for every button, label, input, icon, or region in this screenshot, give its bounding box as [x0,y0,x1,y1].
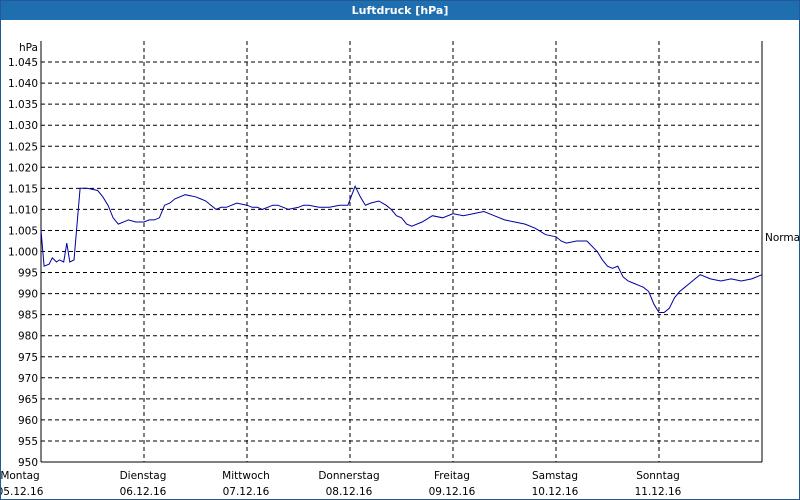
x-tick-date: 11.12.16 [635,486,682,498]
pressure-series-line [40,184,763,313]
y-tick-label: 975 [18,352,38,364]
grid-lines [41,41,762,462]
y-tick-label: 1.040 [8,78,38,90]
series-lines [40,184,763,313]
chart-title: Luftdruck [hPa] [1,1,799,20]
x-tick-day: Donnerstag [318,470,379,482]
y-tick-label: 995 [18,268,38,280]
reference-label-group: Normal [765,232,799,244]
x-tick-day: Samstag [532,470,578,482]
x-tick-day: Mittwoch [222,470,270,482]
reference-label: Normal [765,232,799,244]
y-tick-label: 950 [18,457,38,469]
y-tick-label: 965 [18,394,38,406]
y-tick-label: 1.030 [8,120,38,132]
axes [40,41,763,463]
y-tick-label: 960 [18,415,38,427]
y-tick-label: 985 [18,310,38,322]
y-tick-label: 1.015 [8,183,38,195]
y-tick-label: 1.035 [8,99,38,111]
y-tick-label: 1.005 [8,225,38,237]
y-tick-label: 970 [18,373,38,385]
y-tick-label: 1.045 [8,57,38,69]
x-tick-day: Montag [1,470,40,482]
y-axis-unit: hPa [19,42,38,54]
y-tick-label: 990 [18,289,38,301]
x-tick-date: 07.12.16 [223,486,270,498]
x-tick-date: 08.12.16 [326,486,373,498]
y-tick-label: 980 [18,331,38,343]
x-tick-day: Dienstag [120,470,167,482]
x-tick-day: Freitag [434,470,470,482]
x-tick-date: 05.12.16 [1,486,44,498]
y-tick-label: 955 [18,436,38,448]
y-tick-labels: 950 955 960 965 970 975 980 985 990 995 1.000 1.005… [8,42,38,469]
x-tick-day: Sonntag [636,470,680,482]
x-tick-date: 10.12.16 [532,486,579,498]
y-tick-label: 1.020 [8,162,38,174]
y-tick-label: 1.000 [8,247,38,259]
x-tick-labels: Montag 05.12.16 Dienstag 06.12.16 Mittwoch 07… [1,470,682,498]
y-tick-label: 1.025 [8,141,38,153]
x-tick-date: 09.12.16 [429,486,476,498]
x-tick-date: 06.12.16 [120,486,167,498]
y-tick-label: 1.010 [8,204,38,216]
